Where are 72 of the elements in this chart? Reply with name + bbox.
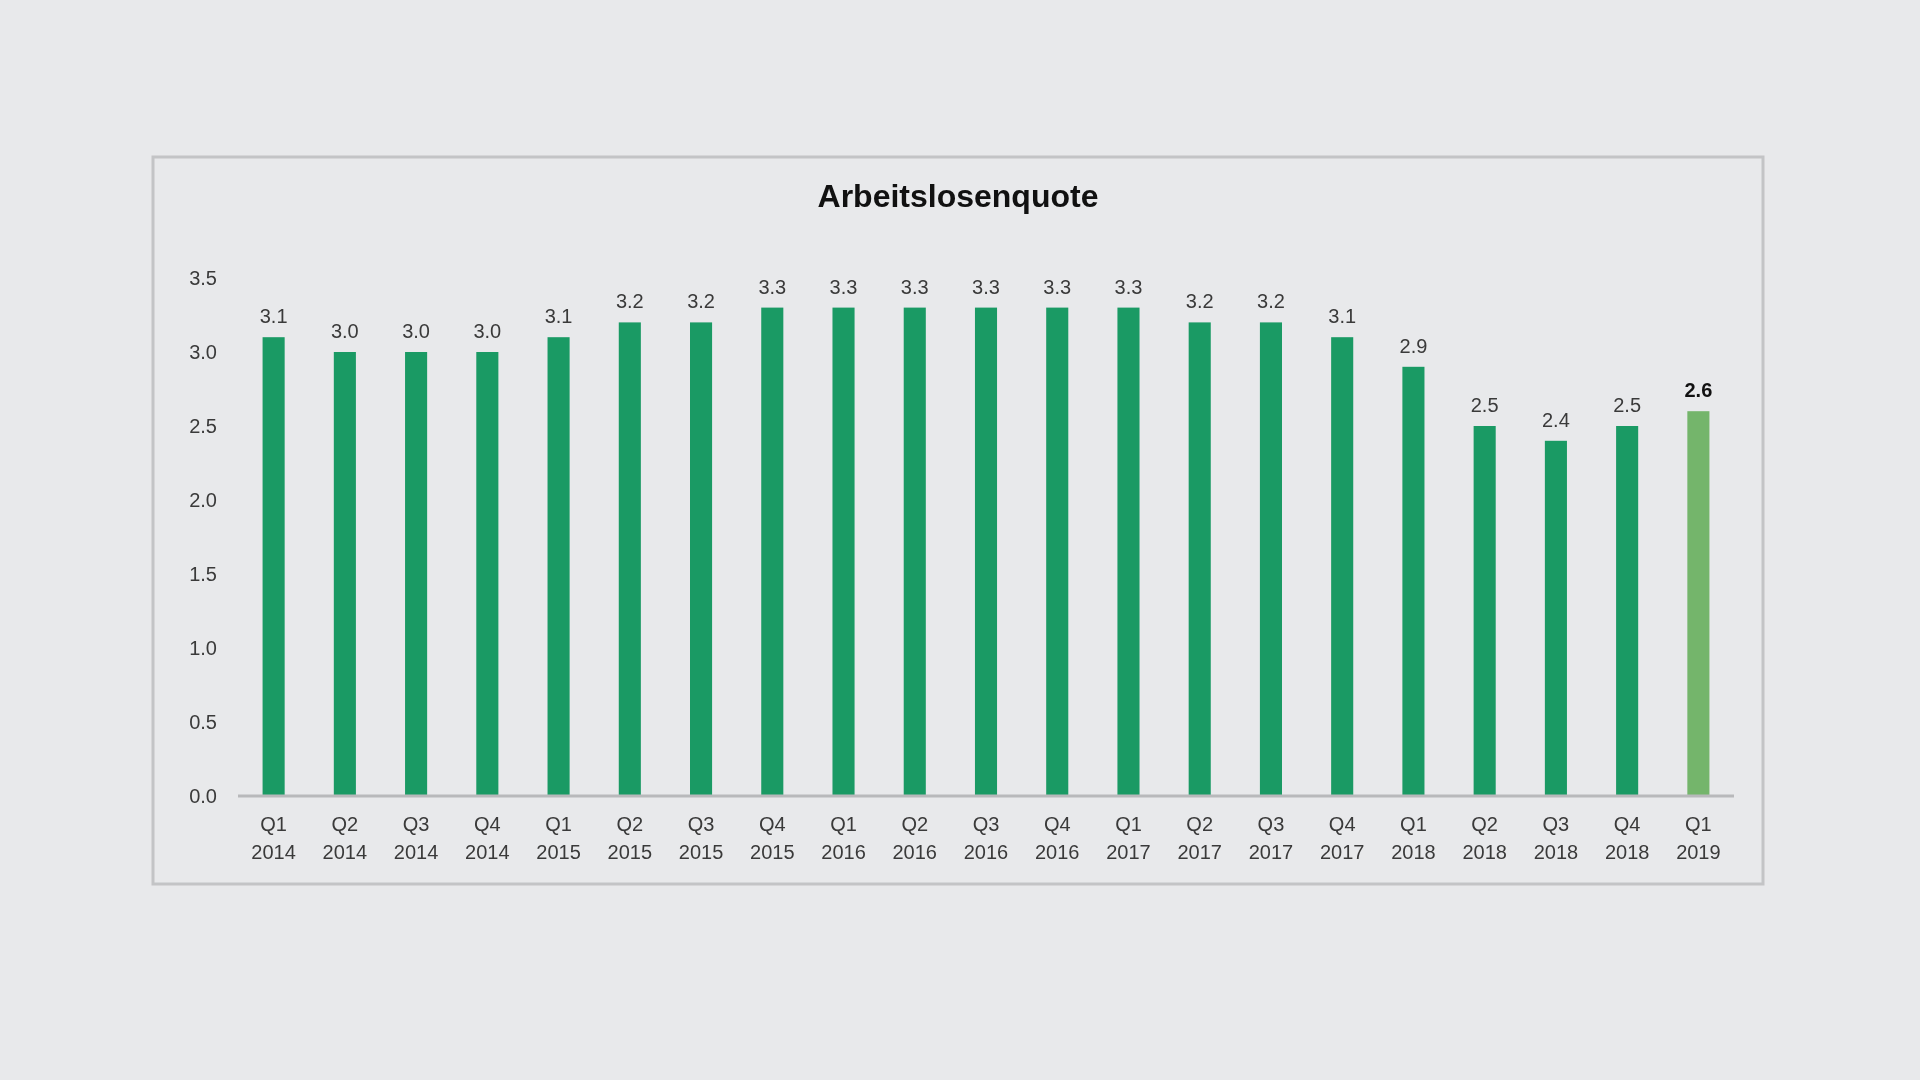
data-label: 3.2 [687, 290, 715, 313]
bar [1259, 322, 1282, 796]
bar [1687, 411, 1710, 796]
y-tick-label: 3.5 [189, 267, 217, 289]
data-label: 3.2 [1257, 290, 1285, 313]
data-label: 3.0 [473, 320, 502, 342]
x-tick-label: Q3 2015 [678, 813, 724, 863]
bar [1616, 426, 1639, 796]
y-tick-label: 1.5 [189, 563, 217, 585]
x-tick-label: Q4 2014 [465, 813, 510, 863]
bar [618, 322, 641, 796]
bar [476, 352, 499, 796]
bar [832, 307, 855, 796]
y-tick-label: 3.0 [189, 341, 217, 363]
x-tick-label: Q1 2017 [1106, 813, 1151, 863]
bar [1117, 307, 1140, 796]
bar [1188, 322, 1211, 796]
x-tick-label: Q3 2014 [393, 813, 439, 863]
bar [1402, 366, 1425, 796]
bar [761, 307, 784, 796]
data-label: 3.1 [1328, 305, 1357, 328]
data-label: 3.3 [758, 275, 787, 298]
bar [547, 337, 570, 796]
bar [1544, 440, 1567, 796]
data-label: 3.1 [259, 305, 288, 328]
bar [405, 352, 428, 796]
data-label: 3.3 [829, 275, 858, 298]
x-tick-label: Q4 2017 [1319, 813, 1365, 863]
data-label: 2.5 [1470, 394, 1499, 416]
data-label: 2.5 [1613, 394, 1642, 416]
data-label: 3.2 [615, 290, 644, 313]
y-tick-label: 0.0 [189, 785, 217, 807]
bar [333, 352, 356, 796]
x-tick-label: Q3 2018 [1533, 813, 1579, 863]
y-tick-label: 2.5 [189, 415, 217, 437]
data-label: 3.2 [1185, 290, 1214, 313]
data-label: 3.3 [1114, 275, 1143, 298]
y-tick-label: 0.5 [189, 711, 217, 733]
chart-title: Arbeitslosenquote [817, 178, 1099, 214]
y-tick-label: 1.0 [189, 637, 217, 659]
x-tick-label: Q2 2015 [607, 813, 653, 863]
bar [690, 322, 713, 796]
data-label: 3.1 [544, 305, 573, 328]
x-tick-label: Q2 2018 [1462, 813, 1507, 863]
x-tick-label: Q3 2017 [1248, 813, 1294, 863]
bar [1046, 307, 1069, 796]
x-tick-label: Q2 2017 [1177, 813, 1222, 863]
data-label: 2.4 [1542, 408, 1570, 431]
data-label: 2.6 [1684, 379, 1713, 402]
x-tick-label: Q1 2019 [1676, 813, 1721, 863]
x-tick-label: Q3 2016 [963, 813, 1009, 863]
bar [974, 307, 998, 796]
x-tick-label: Q2 2016 [892, 813, 938, 863]
y-tick-label: 2.0 [189, 489, 217, 511]
x-tick-label: Q4 2016 [1034, 813, 1080, 863]
data-label: 3.0 [330, 320, 359, 342]
bar [903, 307, 926, 796]
bar [262, 337, 285, 796]
data-label: 3.3 [900, 275, 929, 298]
x-tick-label: Q1 2015 [536, 813, 581, 863]
x-tick-label: Q2 2014 [322, 813, 368, 863]
x-tick-label: Q1 2016 [821, 813, 866, 863]
x-tick-label: Q4 2015 [750, 813, 795, 863]
x-tick-label: Q4 2018 [1604, 813, 1650, 863]
data-label: 2.9 [1399, 334, 1428, 357]
data-label: 3.3 [1043, 275, 1072, 298]
x-tick-label: Q1 2014 [251, 813, 296, 863]
data-label: 3.3 [972, 275, 1000, 298]
bar [1473, 426, 1496, 796]
bar [1331, 337, 1354, 796]
x-tick-label: Q1 2018 [1391, 813, 1436, 863]
data-label: 3.0 [402, 320, 430, 342]
